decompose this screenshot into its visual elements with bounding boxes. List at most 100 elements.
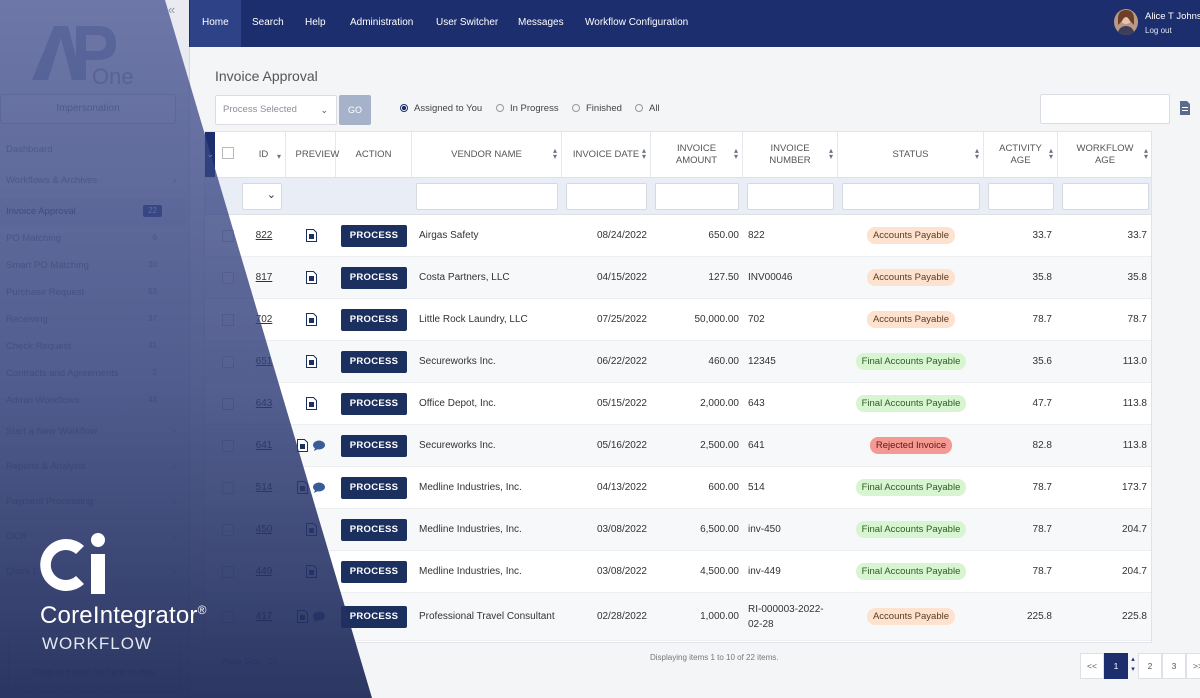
tab-workflow-configuration[interactable]: Workflow Configuration bbox=[585, 17, 689, 28]
document-preview-icon[interactable] bbox=[305, 355, 317, 368]
tab-administration[interactable]: Administration bbox=[350, 17, 414, 28]
filter-invoice-number-input[interactable] bbox=[747, 183, 834, 210]
page-3-button[interactable]: 3 bbox=[1162, 653, 1186, 679]
document-preview-icon[interactable] bbox=[297, 610, 308, 623]
process-button[interactable]: PROCESS bbox=[341, 350, 407, 373]
process-button[interactable]: PROCESS bbox=[341, 560, 407, 583]
radio-finished[interactable]: Finished bbox=[572, 103, 622, 114]
radio-all[interactable]: All bbox=[635, 103, 660, 114]
invoice-id-link[interactable]: 651 bbox=[255, 356, 273, 367]
select-all-checkbox[interactable] bbox=[222, 147, 234, 159]
table-row[interactable]: 641 PROCESS Secureworks Inc. 05/16/2022 2,50… bbox=[205, 425, 1151, 467]
sidebar-item-purchase-request[interactable]: Purchase Request 53 bbox=[0, 279, 186, 306]
document-preview-icon[interactable] bbox=[305, 565, 317, 578]
comment-icon[interactable] bbox=[313, 482, 325, 493]
table-row[interactable]: 702 PROCESS Little Rock Laundry, LLC 07/25/… bbox=[205, 299, 1151, 341]
filter-invoice-date-input[interactable] bbox=[566, 183, 647, 210]
document-preview-icon[interactable] bbox=[305, 397, 317, 410]
invoice-id-link[interactable]: 822 bbox=[255, 230, 273, 241]
table-row[interactable]: 651 PROCESS Secureworks Inc. 06/22/2022 460.… bbox=[205, 341, 1151, 383]
sidebar-item-dashboard[interactable]: Dashboard bbox=[0, 136, 186, 163]
filter-workflow-age-input[interactable] bbox=[1062, 183, 1149, 210]
process-button[interactable]: PROCESS bbox=[341, 605, 407, 628]
column-header-preview[interactable]: PREVIEW bbox=[286, 132, 339, 177]
column-header-invoice-amount[interactable]: INVOICE AMOUNT ▴ ▾ bbox=[651, 132, 743, 177]
document-preview-icon[interactable] bbox=[305, 271, 317, 284]
process-button[interactable]: PROCESS bbox=[341, 476, 407, 499]
id-filter-dropdown[interactable]: ⌄ bbox=[242, 183, 282, 210]
tab-user-switcher[interactable]: User Switcher bbox=[436, 17, 499, 28]
sidebar-item-check-request[interactable]: Check Request 31 bbox=[0, 333, 186, 360]
column-header-invoice-number[interactable]: INVOICE NUMBER ▴ ▾ bbox=[743, 132, 838, 177]
process-button[interactable]: PROCESS bbox=[341, 266, 407, 289]
logout-link[interactable]: Log out bbox=[1145, 26, 1172, 35]
row-checkbox[interactable] bbox=[222, 313, 234, 326]
page-2-button[interactable]: 2 bbox=[1138, 653, 1162, 679]
row-checkbox[interactable] bbox=[222, 355, 234, 368]
sort-desc-icon[interactable]: ▾ bbox=[276, 152, 281, 161]
invoice-id-link[interactable]: 643 bbox=[255, 398, 273, 409]
row-checkbox[interactable] bbox=[222, 610, 234, 623]
sort-icon[interactable]: ▴ ▾ bbox=[552, 146, 557, 161]
column-header-invoice-date[interactable]: INVOICE DATE ▴ ▾ bbox=[562, 132, 651, 177]
sidebar-item-workflows-archives[interactable]: Workflows & Archives › bbox=[0, 163, 186, 198]
row-checkbox[interactable] bbox=[222, 271, 234, 284]
page-size[interactable]: Page Size 10 bbox=[222, 656, 277, 666]
sort-icon[interactable]: ▴ ▾ bbox=[641, 146, 646, 161]
row-checkbox[interactable] bbox=[222, 439, 234, 452]
invoice-id-link[interactable]: 702 bbox=[255, 314, 273, 325]
column-header-vendor-name[interactable]: VENDOR NAME ▴ ▾ bbox=[412, 132, 562, 177]
double-chevron-left-icon[interactable]: « bbox=[168, 2, 176, 17]
last-page-button[interactable]: >> bbox=[1186, 653, 1200, 679]
process-button[interactable]: PROCESS bbox=[341, 392, 407, 415]
tab-messages[interactable]: Messages bbox=[518, 17, 564, 28]
invoice-id-link[interactable]: 641 bbox=[255, 440, 273, 451]
search-input[interactable] bbox=[1040, 94, 1170, 124]
tab-help[interactable]: Help bbox=[305, 17, 326, 28]
column-header-id[interactable]: ID ▾ bbox=[242, 132, 286, 177]
document-preview-icon[interactable] bbox=[297, 481, 308, 494]
checkbox-column-indicator[interactable]: ⌄ bbox=[205, 132, 215, 177]
row-checkbox[interactable] bbox=[222, 229, 234, 242]
first-page-button[interactable]: << bbox=[1080, 653, 1104, 679]
table-row[interactable]: 822 PROCESS Airgas Safety 08/24/2022 650.00 8… bbox=[205, 215, 1151, 257]
comment-icon[interactable] bbox=[313, 611, 325, 622]
sort-icon[interactable]: ▴ ▾ bbox=[733, 146, 738, 161]
sort-icon[interactable]: ▴ ▾ bbox=[828, 146, 833, 161]
sort-icon[interactable]: ▴ ▾ bbox=[1048, 146, 1053, 161]
page-1-button[interactable]: 1 bbox=[1104, 653, 1128, 679]
process-button[interactable]: PROCESS bbox=[341, 434, 407, 457]
page-up-down-icon[interactable]: ▴ ▾ bbox=[1131, 656, 1135, 673]
document-preview-icon[interactable] bbox=[305, 313, 317, 326]
filter-invoice-amount-input[interactable] bbox=[655, 183, 739, 210]
document-preview-icon[interactable] bbox=[305, 523, 317, 536]
radio-assigned-to-you[interactable]: Assigned to You bbox=[400, 103, 482, 114]
filter-activity-age-input[interactable] bbox=[988, 183, 1054, 210]
table-row[interactable]: 643 PROCESS Office Depot, Inc. 05/15/2022 2,… bbox=[205, 383, 1151, 425]
process-button[interactable]: PROCESS bbox=[341, 224, 407, 247]
column-header-action[interactable]: ACTION bbox=[336, 132, 412, 177]
sidebar-item-smart-po-matching[interactable]: Smart PO Matching 30 bbox=[0, 252, 186, 279]
table-row[interactable]: 817 PROCESS Costa Partners, LLC 04/15/2022 1… bbox=[205, 257, 1151, 299]
tab-home[interactable]: Home bbox=[190, 0, 241, 47]
invoice-id-link[interactable]: 449 bbox=[255, 566, 273, 577]
user-menu[interactable]: Alice T Johnson Log out bbox=[1114, 9, 1200, 39]
sort-icon[interactable]: ▴ ▾ bbox=[1143, 146, 1148, 161]
tab-search[interactable]: Search bbox=[252, 17, 284, 28]
column-header-workflow-age[interactable]: WORKFLOW AGE ▴ ▾ bbox=[1058, 132, 1151, 177]
row-checkbox[interactable] bbox=[222, 565, 234, 578]
column-header-status[interactable]: STATUS ▴ ▾ bbox=[838, 132, 984, 177]
sidebar-item-reports-analysis[interactable]: Reports & Analysis › bbox=[0, 449, 186, 484]
sidebar-item-invoice-approval[interactable]: Invoice Approval 22 bbox=[0, 198, 186, 225]
table-row[interactable]: 449 PROCESS Medline Industries, Inc. 03/08/… bbox=[205, 551, 1151, 593]
filter-vendor-name-input[interactable] bbox=[416, 183, 558, 210]
process-select-dropdown[interactable]: Process Selected ⌄ bbox=[215, 95, 337, 125]
export-document-icon[interactable] bbox=[1180, 101, 1190, 115]
impersonation-button[interactable]: Impersonation bbox=[0, 94, 176, 124]
sidebar-item-payment-processing[interactable]: Payment Processing › bbox=[0, 484, 186, 519]
invoice-id-link[interactable]: 450 bbox=[255, 524, 273, 535]
document-preview-icon[interactable] bbox=[305, 229, 317, 242]
table-row[interactable]: 514 PROCESS Medline Industries, Inc. 04/13/… bbox=[205, 467, 1151, 509]
filter-status-input[interactable] bbox=[842, 183, 980, 210]
sidebar-item-receiving[interactable]: Receiving 37 bbox=[0, 306, 186, 333]
